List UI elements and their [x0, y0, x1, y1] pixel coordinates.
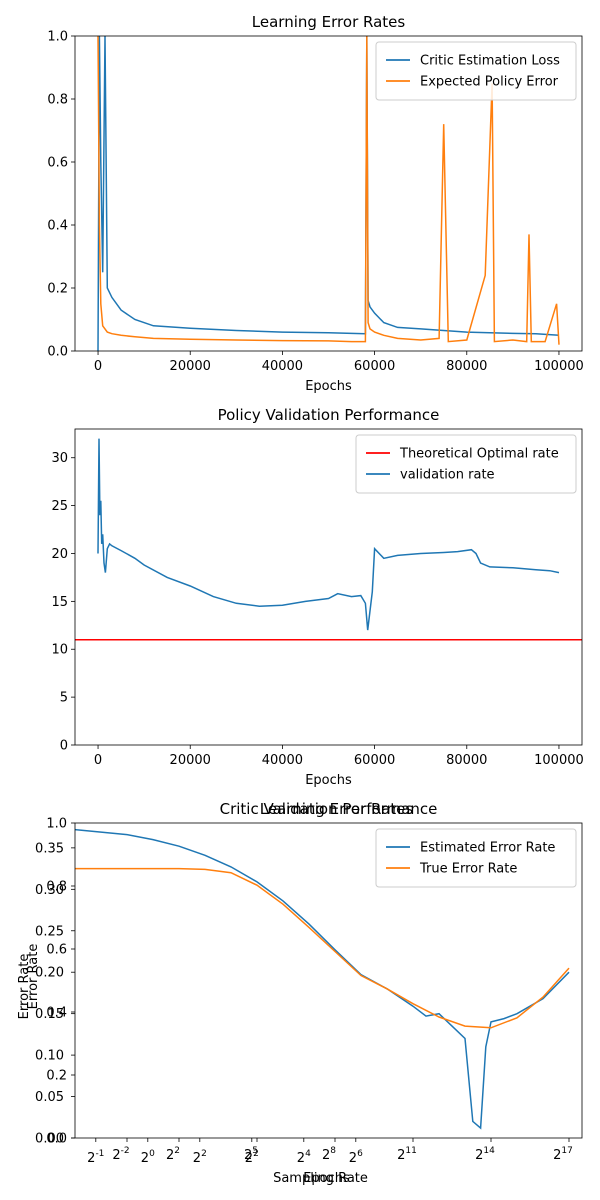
overlay-y-tick-label: 1.0 — [46, 817, 67, 832]
overlay-chart-title: Learning Error Rates — [260, 800, 414, 818]
overlay-y-tick-label: 0.6 — [46, 943, 67, 958]
overlay-x-axis-label: Epochs — [303, 1171, 350, 1186]
plot-frame-1 — [74, 428, 583, 746]
x-tick-label: 25 — [244, 1146, 258, 1163]
series-line-expected-policy-error — [97, 36, 560, 345]
y-tick-label: 0 — [60, 739, 68, 754]
x-tick-label: 80000 — [446, 359, 487, 374]
overlay-x-tick-label: 2-1 — [87, 1149, 104, 1166]
chart-title: Learning Error Rates — [252, 13, 406, 31]
overlay-x-tick-label: 26 — [349, 1149, 363, 1166]
chart-title: Policy Validation Performance — [218, 406, 440, 424]
x-tick-label: 100000 — [534, 753, 584, 768]
y-tick-label: 0.15 — [35, 1007, 64, 1022]
overlay-y-tick-label: 0.0 — [46, 1132, 67, 1147]
chart-title: Critic Validation Performance — [220, 800, 438, 818]
y-tick-label: 0.00 — [35, 1132, 64, 1147]
y-tick-label: 0.20 — [35, 966, 64, 981]
y-tick-label: 0.35 — [35, 841, 64, 856]
y-tick-label: 0.0 — [47, 345, 68, 360]
x-tick-label: 0 — [94, 359, 102, 374]
x-axis-label: Epochs — [305, 379, 352, 394]
x-tick-label: 28 — [322, 1146, 336, 1163]
plot-frame-2 — [74, 822, 583, 1139]
x-tick-label: 100000 — [534, 359, 584, 374]
y-tick-label: 5 — [60, 691, 68, 706]
y-tick-label: 10 — [51, 643, 68, 658]
overlay-x-tick-label: 22 — [193, 1149, 207, 1166]
legend-label: Estimated Error Rate — [420, 841, 555, 856]
series-line-critic-estimation-loss — [97, 36, 560, 351]
legend-box — [375, 41, 577, 101]
x-tick-label: 22 — [166, 1146, 180, 1163]
x-tick-label: 214 — [475, 1146, 495, 1163]
series-line-true-error-rate — [75, 867, 570, 1029]
x-axis-label: Sampling Rate — [273, 1171, 368, 1186]
legend-box — [355, 434, 577, 494]
x-tick-label: 0 — [94, 753, 102, 768]
y-tick-label: 0.25 — [35, 924, 64, 939]
y-tick-label: 0.6 — [47, 156, 68, 171]
y-tick-label: 20 — [51, 547, 68, 562]
legend-label: Expected Policy Error — [420, 75, 559, 90]
legend-box — [375, 828, 577, 888]
legend-label: Critic Estimation Loss — [420, 54, 560, 69]
x-tick-label: 217 — [553, 1146, 573, 1163]
overlay-y-tick-label: 0.8 — [46, 880, 67, 895]
x-tick-label: 20000 — [170, 359, 211, 374]
overlay-x-tick-label: 20 — [141, 1149, 155, 1166]
plot-frame-0 — [74, 35, 583, 352]
y-axis-label: Error Rate — [17, 954, 32, 1020]
series-line-estimated-error-rate — [75, 828, 570, 1130]
x-tick-label: 80000 — [446, 753, 487, 768]
series-line-validation-rate — [97, 438, 560, 631]
overlay-x-tick-label: 24 — [297, 1149, 311, 1166]
x-tick-label: 2-2 — [112, 1146, 129, 1163]
overlay-x-tick-label: 22 — [245, 1149, 259, 1166]
legend-1: Theoretical Optimal rate validation rate — [355, 434, 577, 494]
legend-2: Estimated Error Rate True Error Rate — [375, 828, 577, 888]
x-tick-label: 60000 — [354, 753, 395, 768]
y-tick-label: 25 — [51, 499, 68, 514]
x-tick-label: 40000 — [262, 359, 303, 374]
legend-0: Critic Estimation Loss Expected Policy Er… — [375, 41, 577, 101]
y-tick-label: 0.05 — [35, 1090, 64, 1105]
x-tick-label: 211 — [397, 1146, 417, 1163]
x-tick-label: 60000 — [354, 359, 395, 374]
y-tick-label: 0.10 — [35, 1049, 64, 1064]
y-tick-label: 0.30 — [35, 883, 64, 898]
y-tick-label: 0.4 — [47, 219, 68, 234]
y-tick-label: 1.0 — [47, 30, 68, 45]
legend-label: Theoretical Optimal rate — [399, 447, 559, 462]
x-axis-label: Epochs — [305, 773, 352, 788]
overlay-y-axis-label: Error Rate — [26, 944, 41, 1010]
legend-label: True Error Rate — [419, 862, 517, 877]
y-tick-label: 15 — [51, 595, 68, 610]
x-tick-label: 20000 — [170, 753, 211, 768]
overlay-y-tick-label: 0.2 — [46, 1069, 67, 1084]
y-tick-label: 0.8 — [47, 93, 68, 108]
y-tick-label: 30 — [51, 451, 68, 466]
overlay-y-tick-label: 0.4 — [46, 1006, 67, 1021]
legend-label: validation rate — [400, 468, 495, 483]
x-tick-label: 40000 — [262, 753, 303, 768]
y-tick-label: 0.2 — [47, 282, 68, 297]
